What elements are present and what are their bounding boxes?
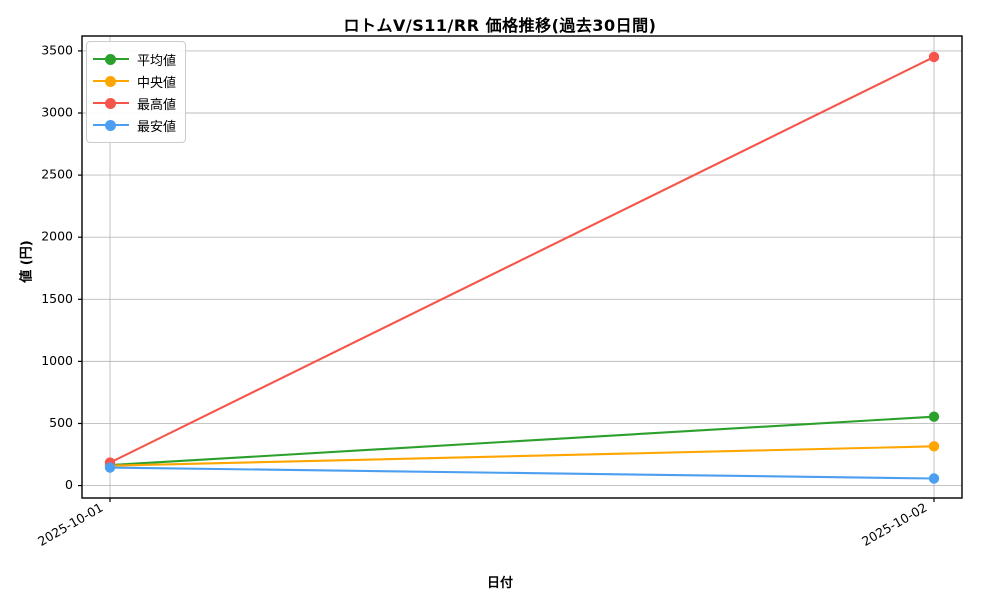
legend-label-min: 最安値 — [137, 119, 177, 135]
x-tick-label: 2025-10-02 — [859, 500, 929, 549]
series-line — [108, 466, 936, 480]
legend-label-median: 中央値 — [137, 75, 177, 91]
legend-swatch-mean-icon — [93, 52, 129, 66]
y-tick-group: 0 500 1000 1500 2000 2500 3000 3500 — [41, 42, 82, 492]
x-tick-label: 2025-10-01 — [35, 500, 105, 549]
plot-frame — [81, 35, 963, 499]
gridlines-group — [82, 50, 962, 487]
x-axis-label: 日付 — [486, 576, 513, 591]
data-point-marker[interactable] — [928, 411, 940, 422]
legend-label-mean: 平均値 — [137, 53, 177, 69]
data-point-marker[interactable] — [104, 462, 116, 473]
legend-item-median[interactable]: 中央値 — [93, 70, 176, 92]
y-tick-label: 3500 — [41, 42, 73, 57]
legend-item-mean[interactable]: 平均値 — [93, 48, 176, 70]
series-line — [108, 55, 936, 464]
legend-label-max: 最高値 — [137, 97, 177, 113]
x-tick-group: 2025-10-01 2025-10-02 — [35, 498, 935, 549]
chart-legend[interactable]: 平均値 中央値 最高値 最安値 — [86, 41, 187, 143]
series-line — [108, 445, 936, 467]
y-tick-label: 1500 — [41, 291, 73, 306]
y-tick-label: 1000 — [41, 353, 73, 368]
legend-item-min[interactable]: 最安値 — [93, 114, 176, 136]
y-tick-label: 0 — [65, 477, 73, 492]
series-group — [104, 51, 940, 484]
y-tick-label: 2000 — [41, 229, 73, 244]
legend-item-max[interactable]: 最高値 — [93, 92, 176, 114]
legend-swatch-min-icon — [93, 118, 129, 132]
legend-swatch-median-icon — [93, 74, 129, 88]
legend-swatch-max-icon — [93, 96, 129, 110]
y-tick-label: 3000 — [41, 105, 73, 120]
data-point-marker[interactable] — [928, 441, 940, 452]
x-gridlines-group — [109, 36, 935, 498]
data-point-marker[interactable] — [928, 51, 940, 63]
data-point-marker[interactable] — [928, 473, 940, 484]
chart-title: ロトムV/S11/RR 価格推移(過去30日間) — [343, 16, 657, 35]
series-line — [108, 415, 936, 467]
y-tick-label: 500 — [49, 415, 73, 430]
y-tick-label: 2500 — [41, 167, 73, 182]
